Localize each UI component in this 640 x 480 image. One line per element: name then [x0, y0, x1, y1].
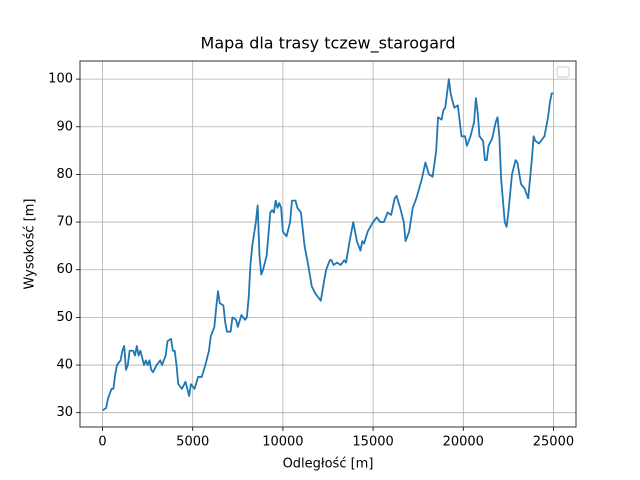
y-tick-label: 30	[56, 405, 73, 420]
y-tick-label: 90	[56, 119, 73, 134]
y-tick-label: 100	[48, 72, 73, 87]
x-tick-label: 0	[98, 435, 106, 450]
y-tick-label: 60	[56, 262, 73, 277]
y-tick-label: 70	[56, 215, 73, 230]
elevation-line	[102, 78, 554, 412]
x-tick-label: 10000	[262, 435, 303, 450]
x-tick-label: 15000	[352, 435, 393, 450]
chart-title: Mapa dla trasy tczew_starogard	[201, 34, 456, 54]
x-tick-label: 5000	[176, 435, 209, 450]
y-tick-label: 80	[56, 167, 73, 182]
x-tick-label: 20000	[443, 435, 484, 450]
x-axis-label: Odległość [m]	[283, 457, 374, 472]
x-tick-label: 25000	[533, 435, 574, 450]
y-tick-label: 50	[56, 310, 73, 325]
plot-frame	[79, 60, 577, 428]
y-tick-label: 40	[56, 358, 73, 373]
y-axis-label: Wysokość [m]	[23, 199, 38, 290]
legend-box	[556, 66, 570, 78]
